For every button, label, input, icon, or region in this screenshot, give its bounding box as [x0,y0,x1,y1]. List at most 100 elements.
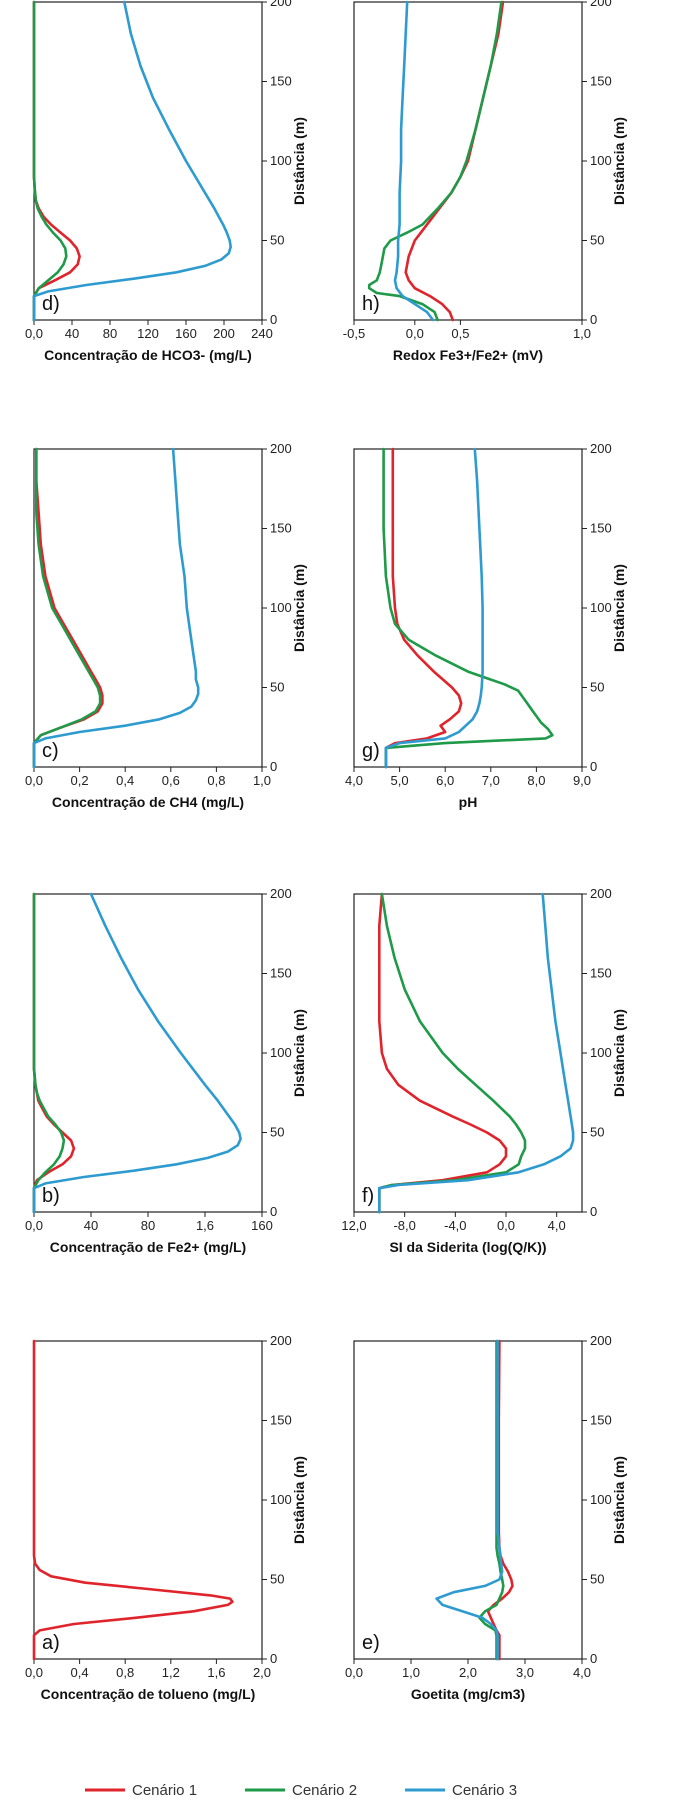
series-line [435,1339,504,1661]
value-tick-label: 5,0 [391,773,409,788]
value-tick-label: 2,0 [459,1665,477,1680]
series-line [32,0,68,322]
series-line [377,892,527,1214]
distance-tick-label: 200 [590,441,612,456]
distance-axis-title: Distância (m) [291,564,307,652]
value-axis-title: Concentração de tolueno (mg/L) [41,1686,256,1702]
distance-axis-title: Distância (m) [611,564,627,652]
value-axis-title: Concentração de HCO3- (mg/L) [44,347,252,363]
plot-frame [33,893,263,1213]
distance-tick-label: 200 [590,886,612,901]
value-tick-label: 80 [141,1218,155,1233]
distance-tick-label: 200 [270,0,292,9]
series-line [32,1339,234,1661]
value-tick-label: 1,6 [196,1218,214,1233]
distance-axis-title: Distância (m) [291,1456,307,1544]
value-tick-label: 0,4 [71,1665,89,1680]
value-tick-label: 1,0 [402,1665,420,1680]
value-tick-label: 1,6 [207,1665,225,1680]
value-tick-label: 7,0 [482,773,500,788]
distance-tick-label: 0 [270,312,277,327]
panel-c: 0,0 0,2 0,4 0,6 0,8 1,00 50 100 150 200 Distância … [25,441,307,810]
value-tick-label: 0,6 [162,773,180,788]
distance-tick-label: 150 [590,74,612,89]
panel-e: 0,0 1,0 2,0 3,0 4,00 50 100 150 200 Distância (m)… [345,1333,627,1702]
value-tick-label: 1,2 [162,1665,180,1680]
value-axis-title: SI da Siderita (log(Q/K)) [389,1239,546,1255]
value-tick-label: -8,0 [393,1218,415,1233]
distance-tick-label: 200 [590,1333,612,1348]
value-tick-label: 4,0 [345,773,363,788]
distance-tick-label: 100 [270,1045,292,1060]
panel-label: e) [362,1632,380,1654]
panel-label: f) [362,1185,374,1207]
distance-axis-title: Distância (m) [611,1009,627,1097]
series-line [32,447,102,769]
plot-frame [353,448,583,768]
series-line [384,447,463,769]
value-tick-label: 160 [251,1218,273,1233]
series-line [404,0,505,322]
series-line [382,447,554,769]
distance-tick-label: 50 [270,1125,284,1140]
distance-tick-label: 50 [590,680,604,695]
panel-label: a) [42,1632,60,1654]
series-line [377,892,575,1214]
distance-tick-label: 50 [590,1572,604,1587]
distance-tick-label: 50 [270,1572,284,1587]
distance-tick-label: 0 [590,759,597,774]
value-tick-label: 0,8 [116,1665,134,1680]
series-line [32,0,232,322]
panel-label: h) [362,293,380,315]
distance-axis-title: Distância (m) [291,1009,307,1097]
series-line [367,0,503,322]
value-tick-label: 8,0 [527,773,545,788]
value-tick-label: -4,0 [444,1218,466,1233]
distance-tick-label: 150 [590,521,612,536]
value-tick-label: 1,0 [573,326,591,341]
legend-label: Cenário 3 [452,1782,517,1799]
value-tick-label: 120 [137,326,159,341]
distance-tick-label: 200 [270,1333,292,1348]
value-tick-label: 0,2 [71,773,89,788]
panel-label: b) [42,1185,60,1207]
distance-tick-label: 100 [590,1492,612,1507]
value-tick-label: 40 [84,1218,98,1233]
distance-tick-label: 150 [270,521,292,536]
legend-label: Cenário 1 [132,1782,197,1799]
distance-tick-label: 100 [590,600,612,615]
value-tick-label: 80 [103,326,117,341]
distance-tick-label: 100 [590,153,612,168]
value-tick-label: 200 [213,326,235,341]
panel-label: c) [42,740,59,762]
distance-axis-title: Distância (m) [291,117,307,205]
distance-axis-title: Distância (m) [611,117,627,205]
value-tick-label: 40 [65,326,79,341]
series-line [32,447,104,769]
distance-tick-label: 0 [270,1204,277,1219]
value-tick-label: 1,0 [253,773,271,788]
legend: Cenário 1 Cenário 2 Cenário 3 [85,1782,517,1799]
value-tick-label: 0,0 [25,326,43,341]
value-tick-label: 4,0 [548,1218,566,1233]
value-tick-label: 0,0 [25,773,43,788]
legend-label: Cenário 2 [292,1782,357,1799]
value-tick-label: 9,0 [573,773,591,788]
distance-tick-label: 200 [590,0,612,9]
panel-h: -0,5 0,0 0,5 1,00 50 100 150 200 Distância (m) Re… [343,0,627,363]
value-axis-title: Goetita (mg/cm3) [411,1686,525,1702]
value-tick-label: 12,0 [341,1218,366,1233]
panel-f: 12,0 -8,0 -4,0 0,0 4,0 0 50 100 150 200 Distância … [341,886,627,1255]
distance-tick-label: 200 [270,441,292,456]
series-line [384,447,484,769]
value-tick-label: 0,5 [451,326,469,341]
value-tick-label: -0,5 [343,326,365,341]
distance-tick-label: 150 [270,74,292,89]
value-tick-label: 240 [251,326,273,341]
series-line [486,1339,514,1661]
value-tick-label: 0,0 [25,1665,43,1680]
value-tick-label: 0,0 [406,326,424,341]
